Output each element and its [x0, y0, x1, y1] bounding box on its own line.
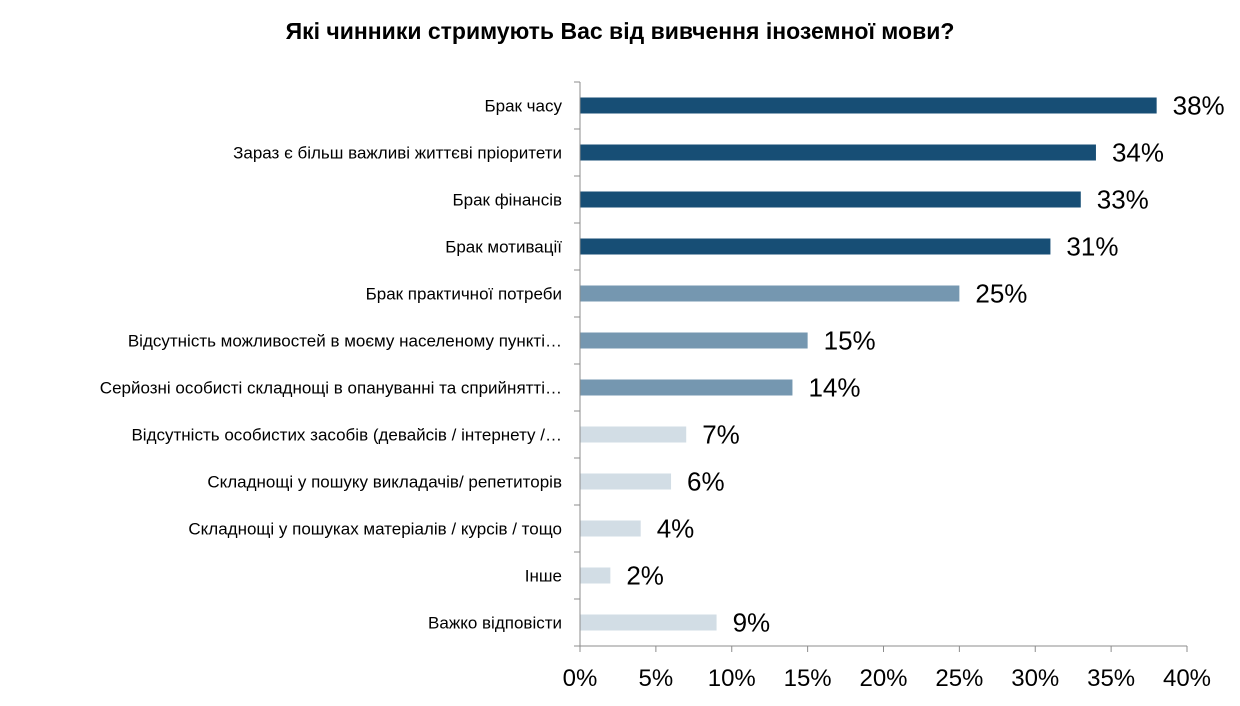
- category-label-2: Брак фінансів: [452, 191, 562, 210]
- bar-3: [580, 238, 1051, 255]
- value-label-2: 33%: [1097, 185, 1149, 215]
- x-tick-label-1: 5%: [639, 665, 674, 692]
- bar-0: [580, 97, 1157, 114]
- category-label-5: Відсутність можливостей в моєму населено…: [128, 332, 562, 351]
- bar-9: [580, 520, 641, 537]
- value-label-4: 25%: [975, 279, 1027, 309]
- bar-7: [580, 426, 687, 443]
- category-label-9: Складнощі у пошуках матеріалів / курсів …: [188, 520, 562, 539]
- chart-title: Які чинники стримують Вас від вивчення і…: [285, 18, 955, 44]
- x-tick-label-0: 0%: [563, 665, 598, 692]
- x-tick-label-7: 35%: [1087, 665, 1135, 692]
- bar-1: [580, 144, 1096, 161]
- x-tick-label-8: 40%: [1163, 665, 1211, 692]
- value-label-11: 9%: [733, 608, 771, 638]
- x-tick-label-2: 10%: [708, 665, 756, 692]
- category-label-4: Брак практичної потреби: [366, 285, 562, 304]
- x-tick-label-5: 25%: [935, 665, 983, 692]
- bar-2: [580, 191, 1081, 208]
- category-label-6: Серйозні особисті складнощі в опануванні…: [100, 379, 562, 398]
- category-label-1: Зараз є більш важливі життєві пріоритети: [233, 144, 562, 163]
- category-label-3: Брак мотивації: [445, 238, 562, 257]
- value-label-5: 15%: [824, 326, 876, 356]
- x-tick-label-4: 20%: [859, 665, 907, 692]
- x-tick-label-6: 30%: [1011, 665, 1059, 692]
- bar-6: [580, 379, 793, 396]
- bar-11: [580, 614, 717, 631]
- category-label-8: Складнощі у пошуку викладачів/ репетитор…: [207, 473, 562, 492]
- value-label-7: 7%: [702, 420, 740, 450]
- bar-5: [580, 332, 808, 349]
- category-label-0: Брак часу: [484, 97, 562, 116]
- bar-10: [580, 567, 611, 584]
- x-tick-label-3: 15%: [784, 665, 832, 692]
- category-label-11: Важко відповісти: [428, 614, 562, 633]
- category-label-10: Інше: [525, 567, 562, 586]
- axes-layer: [574, 81, 1188, 652]
- value-label-10: 2%: [626, 561, 664, 591]
- labels-layer: Брак часу 38% Зараз є більш важливі життєв…: [100, 91, 1225, 693]
- value-label-6: 14%: [808, 373, 860, 403]
- bar-4: [580, 285, 960, 302]
- category-label-7: Відсутність особистих засобів (девайсів …: [131, 426, 562, 445]
- value-label-8: 6%: [687, 467, 725, 497]
- value-label-9: 4%: [657, 514, 695, 544]
- value-label-0: 38%: [1173, 91, 1225, 121]
- bar-8: [580, 473, 672, 490]
- value-label-3: 31%: [1066, 232, 1118, 262]
- bars-layer: [580, 97, 1157, 631]
- value-label-1: 34%: [1112, 138, 1164, 168]
